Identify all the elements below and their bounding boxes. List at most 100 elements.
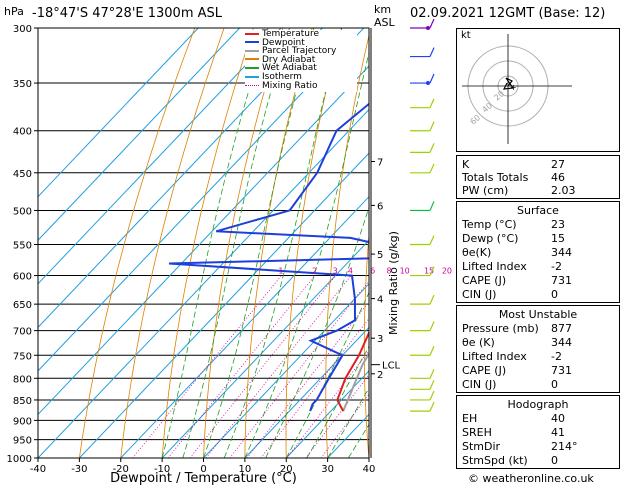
dewpoint-line bbox=[168, 102, 369, 412]
surface-row-value: 344 bbox=[551, 246, 572, 259]
legend-swatch bbox=[245, 58, 259, 61]
legend-entry: Wet Adiabat bbox=[245, 64, 317, 73]
surface-table: Surface Temp (°C) 23 Dewp (°C) 15 θe(K) 344… bbox=[456, 201, 620, 303]
wet-adiabat-line bbox=[182, 28, 290, 458]
legend-label: Wet Adiabat bbox=[262, 63, 317, 74]
parcel-trajectory-line bbox=[342, 351, 369, 412]
mixing-ratio-line bbox=[167, 275, 316, 458]
hodo-row-value: 0 bbox=[551, 454, 558, 467]
km-tick-label: 2 bbox=[377, 370, 383, 381]
wet-adiabat-line bbox=[203, 28, 315, 458]
legend-label: Dry Adiabat bbox=[262, 54, 316, 65]
mixing-ratio-label: 1 bbox=[278, 267, 283, 276]
x-tick-label: 40 bbox=[363, 464, 376, 475]
surface-row-label: θe(K) bbox=[462, 246, 492, 259]
mixing-ratio-line bbox=[305, 374, 369, 458]
surface-row-label: Lifted Index bbox=[462, 260, 527, 273]
isotherm-line bbox=[38, 28, 240, 241]
wind-barb-flag bbox=[429, 321, 435, 331]
mixing-ratio-axis-title: Mixing Ratio (g/kg) bbox=[387, 231, 400, 335]
surface-row-value: -2 bbox=[551, 260, 562, 273]
legend-entry: Mixing Ratio bbox=[245, 80, 318, 91]
y-unit-label: hPa bbox=[4, 5, 24, 18]
y-tick-label: 400 bbox=[13, 127, 32, 138]
surface-title: Surface bbox=[517, 204, 559, 217]
mixing-ratio-line bbox=[246, 301, 369, 458]
surface-row-value: 0 bbox=[551, 288, 558, 301]
x-tick-label: -10 bbox=[154, 464, 170, 475]
surface-row-value: 23 bbox=[551, 218, 565, 231]
km-label: km bbox=[374, 3, 392, 16]
isotherm-line bbox=[244, 326, 369, 458]
mixing-ratio-line bbox=[286, 350, 369, 458]
km-tick-label: 7 bbox=[377, 158, 383, 169]
wind-barb-flag bbox=[429, 380, 435, 390]
y-tick-label: 850 bbox=[13, 396, 32, 407]
wet-adiabat-line bbox=[161, 28, 269, 458]
mixing-ratio-label: 6 bbox=[370, 267, 375, 276]
wind-barb-flag bbox=[429, 121, 435, 131]
hodograph-unit: kt bbox=[461, 30, 471, 41]
legend-swatch bbox=[245, 41, 259, 44]
mixing-ratio-label: 2 bbox=[312, 267, 317, 276]
y-tick-label: 550 bbox=[13, 240, 32, 251]
legend: Temperature Dewpoint Parcel Trajectory Dry … bbox=[245, 30, 357, 92]
wet-adiabat-line bbox=[265, 205, 369, 458]
legend-swatch bbox=[245, 32, 259, 35]
surface-row-label: Temp (°C) bbox=[462, 218, 517, 231]
wind-barb-flag bbox=[429, 266, 435, 276]
legend-swatch bbox=[245, 49, 259, 52]
surface-row-value: 15 bbox=[551, 232, 565, 245]
dry-adiabat-line bbox=[161, 28, 254, 458]
wet-adiabat-line bbox=[244, 50, 369, 458]
asl-label: ASL bbox=[374, 16, 395, 29]
mu-row-label: θe (K) bbox=[462, 336, 495, 349]
isotherm-line bbox=[203, 283, 369, 458]
x-tick-label: -30 bbox=[71, 464, 87, 475]
y-tick-label: 600 bbox=[13, 272, 32, 283]
y-tick-label: 500 bbox=[13, 206, 32, 217]
wet-adiabat-line bbox=[306, 345, 369, 458]
hodograph-ring-label: 20 bbox=[493, 89, 507, 102]
legend-swatch bbox=[245, 66, 259, 69]
wind-barb-flag bbox=[429, 163, 435, 174]
mixing-ratio-label: 10 bbox=[400, 267, 410, 276]
legend-label: Isotherm bbox=[262, 72, 302, 82]
mu-row-value: -2 bbox=[551, 350, 562, 363]
y-tick-label: 900 bbox=[13, 416, 32, 427]
dry-adiabat-line bbox=[363, 230, 369, 458]
mixing-ratio-label: 20 bbox=[442, 267, 452, 276]
legend-entry: Isotherm bbox=[245, 73, 302, 82]
y-tick-label: 950 bbox=[13, 436, 32, 447]
mixing-ratio-label: 8 bbox=[387, 267, 392, 276]
legend-entry: Dry Adiabat bbox=[245, 54, 316, 65]
surface-row-label: Dewp (°C) bbox=[462, 232, 519, 245]
most-unstable-title: Most Unstable bbox=[498, 308, 578, 321]
mu-row-label: Lifted Index bbox=[462, 350, 527, 363]
wind-barb-flag bbox=[429, 18, 435, 29]
y-tick-label: 700 bbox=[13, 327, 32, 338]
wind-barb-flag bbox=[429, 73, 435, 84]
wind-dot bbox=[426, 81, 430, 86]
km-tick-label: 3 bbox=[377, 334, 383, 345]
hodograph-table-title: Hodograph bbox=[507, 398, 569, 411]
isotherm-line bbox=[38, 65, 369, 416]
wind-barb-flag bbox=[429, 390, 435, 401]
index-tt-value: 46 bbox=[551, 171, 565, 184]
legend-label: Parcel Trajectory bbox=[262, 46, 337, 57]
dry-adiabat-line bbox=[203, 28, 284, 458]
wind-barb-flag bbox=[429, 201, 435, 211]
wind-barb-flag bbox=[429, 235, 435, 245]
hodo-row-value: 41 bbox=[551, 426, 565, 439]
wind-barb-flag bbox=[429, 143, 435, 153]
y-tick-label: 1000 bbox=[7, 454, 32, 465]
x-tick-label: -20 bbox=[113, 464, 129, 475]
legend-label: Mixing Ratio bbox=[262, 80, 318, 91]
lcl-label: LCL bbox=[382, 361, 401, 372]
mu-row-value: 877 bbox=[551, 322, 572, 335]
legend-label: Temperature bbox=[262, 29, 320, 39]
location-title: -18°47'S 47°28'E 1300m ASL bbox=[32, 6, 223, 21]
x-tick-label: 0 bbox=[200, 464, 206, 475]
hodo-row-value: 214° bbox=[551, 440, 578, 453]
